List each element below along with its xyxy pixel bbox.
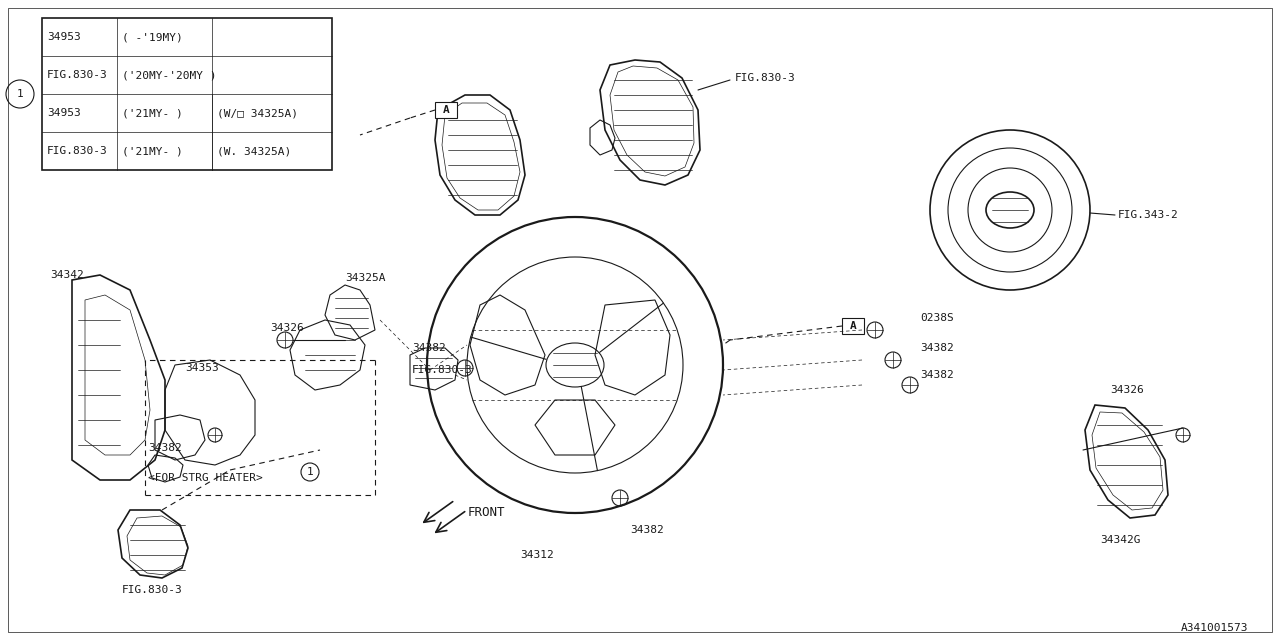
Text: FIG.830-3: FIG.830-3 — [47, 70, 108, 80]
Text: FIG.830-3: FIG.830-3 — [735, 73, 796, 83]
Text: (W. 34325A): (W. 34325A) — [218, 146, 292, 156]
Text: 34382: 34382 — [920, 343, 954, 353]
Text: ('21MY- ): ('21MY- ) — [122, 108, 183, 118]
Text: 1: 1 — [17, 89, 23, 99]
Text: 34382: 34382 — [630, 525, 664, 535]
Circle shape — [301, 463, 319, 481]
Ellipse shape — [986, 192, 1034, 228]
Text: 34382: 34382 — [920, 370, 954, 380]
Text: 34326: 34326 — [1110, 385, 1144, 395]
Text: 0238S: 0238S — [920, 313, 954, 323]
Text: 34342G: 34342G — [1100, 535, 1140, 545]
Text: 34953: 34953 — [47, 108, 81, 118]
Text: 34953: 34953 — [47, 32, 81, 42]
Circle shape — [6, 80, 35, 108]
Text: (W/□ 34325A): (W/□ 34325A) — [218, 108, 298, 118]
Text: 34382: 34382 — [148, 443, 182, 453]
Text: A: A — [443, 105, 449, 115]
Text: 34325A: 34325A — [346, 273, 385, 283]
Ellipse shape — [547, 343, 604, 387]
Text: FRONT: FRONT — [468, 506, 506, 518]
Text: <FOR STRG HEATER>: <FOR STRG HEATER> — [148, 473, 262, 483]
Text: ( -'19MY): ( -'19MY) — [122, 32, 183, 42]
Bar — [435, 102, 457, 118]
Text: FIG.830-3: FIG.830-3 — [412, 365, 472, 375]
Text: A341001573: A341001573 — [1180, 623, 1248, 633]
Text: ('21MY- ): ('21MY- ) — [122, 146, 183, 156]
Bar — [842, 318, 864, 334]
Text: 1: 1 — [307, 467, 314, 477]
Text: FIG.343-2: FIG.343-2 — [1117, 210, 1179, 220]
Text: 34382: 34382 — [412, 343, 445, 353]
Text: 34312: 34312 — [520, 550, 554, 560]
Text: 34342: 34342 — [50, 270, 83, 280]
Text: 34353: 34353 — [186, 363, 219, 373]
Text: 34326: 34326 — [270, 323, 303, 333]
Text: ('20MY-'20MY ): ('20MY-'20MY ) — [122, 70, 216, 80]
Text: FIG.830-3: FIG.830-3 — [122, 585, 183, 595]
Text: A: A — [850, 321, 856, 331]
Text: FIG.830-3: FIG.830-3 — [47, 146, 108, 156]
Bar — [42, 18, 332, 170]
